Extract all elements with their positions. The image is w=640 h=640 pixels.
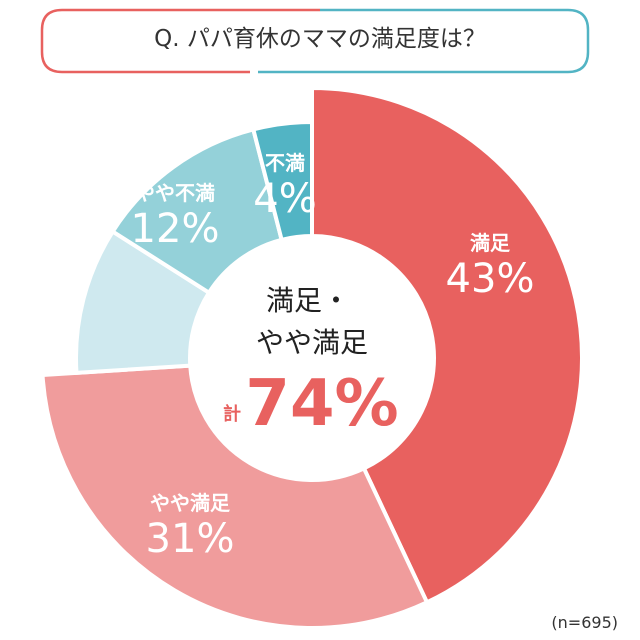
slice-value-label: 4% — [253, 176, 316, 222]
donut-slice-1 — [310, 85, 584, 605]
donut-hole — [192, 238, 432, 478]
donut-slice-2 — [40, 363, 430, 630]
chart-title: Q. パパ育休のママの満足度は？ — [154, 26, 486, 52]
slice-label: 不満 — [265, 151, 305, 175]
donut-slice-5 — [250, 119, 314, 243]
slice-label: やや満足 — [150, 491, 231, 515]
sample-size-note: (n=695) — [551, 613, 618, 632]
center-total: 74% — [245, 367, 398, 441]
slice-value-label: 31% — [146, 516, 235, 562]
center-line2: やや満足 — [256, 326, 368, 359]
slice-label: 満足 — [470, 231, 511, 255]
slice-label: やや不満 — [135, 181, 215, 205]
center-line1: 満足・ — [266, 284, 350, 317]
center-prefix: 計 — [223, 403, 241, 425]
slice-value-label: 12% — [131, 206, 220, 252]
slice-value-label: 43% — [446, 256, 535, 302]
title-box — [40, 8, 590, 74]
